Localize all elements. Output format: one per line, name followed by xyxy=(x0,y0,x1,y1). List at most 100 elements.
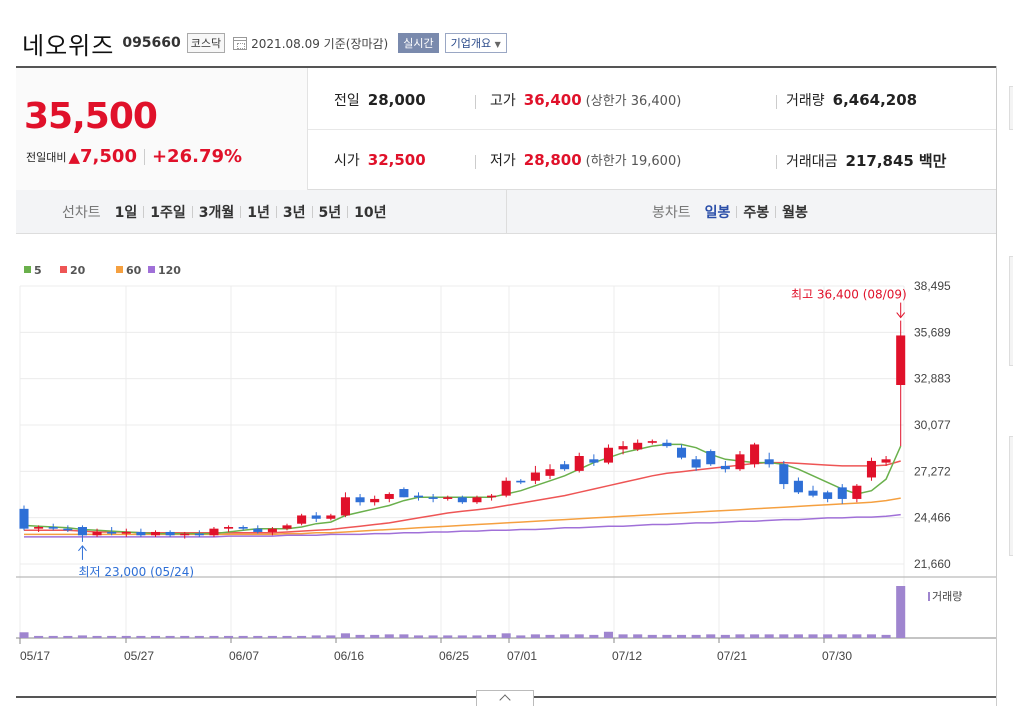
tab-daily[interactable]: 일봉 xyxy=(704,205,731,221)
tab-1y[interactable]: 1년 xyxy=(247,205,270,221)
volume-bar xyxy=(691,634,701,638)
x-tick-label: 06/16 xyxy=(334,649,364,663)
volume-bar xyxy=(399,634,409,638)
legend-label: 5 xyxy=(34,264,42,277)
y-tick-label: 32,883 xyxy=(914,372,951,386)
volume-bar xyxy=(706,634,716,638)
volume-bar xyxy=(647,634,657,638)
x-tick-label: 07/21 xyxy=(717,649,747,663)
x-tick-label: 05/17 xyxy=(20,649,50,663)
candle-body xyxy=(662,442,672,447)
volume-bar xyxy=(384,634,394,638)
collapse-toggle[interactable] xyxy=(476,690,534,706)
base-date: 2021.08.09 기준(장마감) xyxy=(251,36,389,51)
volume-bar xyxy=(808,634,818,638)
legend-label: 60 xyxy=(126,264,142,277)
candle-body xyxy=(852,485,862,499)
volume-bar xyxy=(516,635,526,638)
volume-bar xyxy=(750,634,760,638)
candle-chart-tabs: 봉차트 일봉 주봉 월봉 xyxy=(652,190,814,234)
candle-body xyxy=(340,497,350,516)
candle-body xyxy=(384,493,394,499)
tab-5y[interactable]: 5년 xyxy=(318,205,342,221)
volume-bar xyxy=(735,634,745,638)
volume-bar xyxy=(457,635,467,638)
volume-bar xyxy=(19,632,29,638)
change-value: 7,500 xyxy=(80,146,137,167)
candle-body xyxy=(589,459,599,463)
volume-bar xyxy=(443,635,453,638)
candle-body xyxy=(457,497,467,503)
candle-body xyxy=(428,497,438,499)
candle-body xyxy=(706,451,716,465)
candle-body xyxy=(823,492,833,499)
divider xyxy=(275,206,277,218)
stat-unit: 백만 xyxy=(918,152,947,170)
line-chart-title: 선차트 xyxy=(62,205,101,221)
volume-bar xyxy=(472,635,482,638)
divider xyxy=(311,206,313,218)
stat-value: 32,500 xyxy=(367,151,426,169)
stock-name: 네오위즈 xyxy=(22,31,115,60)
candle-body xyxy=(370,498,380,503)
stock-header: 네오위즈 095660 코스닥 2021.08.09 기준(장마감) 실시간 기… xyxy=(22,28,507,60)
realtime-button[interactable]: 실시간 xyxy=(398,33,439,53)
candle-body xyxy=(209,528,219,536)
volume-bar xyxy=(881,634,891,638)
candle-body xyxy=(691,459,701,468)
tab-weekly[interactable]: 주봉 xyxy=(743,205,770,221)
volume-bar xyxy=(77,635,87,638)
divider xyxy=(475,95,476,109)
candle-body xyxy=(574,456,584,471)
candle-body xyxy=(896,335,906,385)
stat-label: 거래대금 xyxy=(786,154,838,170)
chevron-down-icon: ▼ xyxy=(494,40,501,49)
company-overview-button[interactable]: 기업개요 ▼ xyxy=(444,33,507,53)
price-current-panel: 35,500 전일대비 ▲ 7,500 +26.79% xyxy=(16,68,308,190)
stat-value: 28,000 xyxy=(367,91,426,109)
price-summary: 35,500 전일대비 ▲ 7,500 +26.79% 전일 28,000 고가 3… xyxy=(16,66,996,190)
volume-bar xyxy=(340,633,350,638)
candle-body xyxy=(150,531,161,536)
volume-bar xyxy=(311,635,321,638)
candle-chart-area[interactable]: 38,495 35,689 32,883 30,077 27,272 24,466 21,6… xyxy=(16,236,996,706)
up-triangle-icon: ▲ xyxy=(68,147,81,166)
y-tick-label: 38,495 xyxy=(914,279,951,293)
candle-body xyxy=(267,528,277,532)
candle-body xyxy=(779,464,789,485)
candle-chart[interactable]: 38,495 35,689 32,883 30,077 27,272 24,466 21,6… xyxy=(16,236,996,692)
candle-body xyxy=(647,441,657,443)
volume-bar xyxy=(180,635,190,638)
candle-body xyxy=(107,531,117,534)
tab-1d[interactable]: 1일 xyxy=(114,205,138,221)
tab-monthly[interactable]: 월봉 xyxy=(782,205,808,221)
volume-bar xyxy=(633,634,643,638)
legend-label: 120 xyxy=(158,264,181,277)
candle-body xyxy=(603,447,613,463)
x-tick-label: 06/25 xyxy=(439,649,469,663)
x-tick-label: 05/27 xyxy=(124,649,154,663)
stat-value: 6,464,208 xyxy=(832,91,918,109)
volume-bar xyxy=(194,635,204,638)
stat-prev-close: 전일 28,000 xyxy=(334,90,426,110)
volume-label: 거래량 xyxy=(932,590,962,603)
volume-bar xyxy=(297,635,307,638)
x-tick-label: 07/30 xyxy=(822,649,852,663)
divider xyxy=(143,206,145,218)
tab-1w[interactable]: 1주일 xyxy=(150,205,186,221)
chevron-up-icon xyxy=(499,694,511,706)
candle-body xyxy=(501,480,511,496)
divider xyxy=(776,95,777,109)
candle-body xyxy=(793,480,803,493)
candle-body xyxy=(720,465,730,470)
candle-body xyxy=(881,459,891,463)
side-panel-block xyxy=(1009,256,1013,366)
stat-sub: (상한가 36,400) xyxy=(585,94,682,109)
market-badge: 코스닥 xyxy=(186,33,226,53)
tab-3m[interactable]: 3개월 xyxy=(198,205,235,221)
divider xyxy=(308,129,996,130)
tab-10y[interactable]: 10년 xyxy=(354,205,387,221)
current-price: 35,500 xyxy=(24,96,158,137)
tab-3y[interactable]: 3년 xyxy=(282,205,306,221)
volume-bar xyxy=(662,634,672,638)
